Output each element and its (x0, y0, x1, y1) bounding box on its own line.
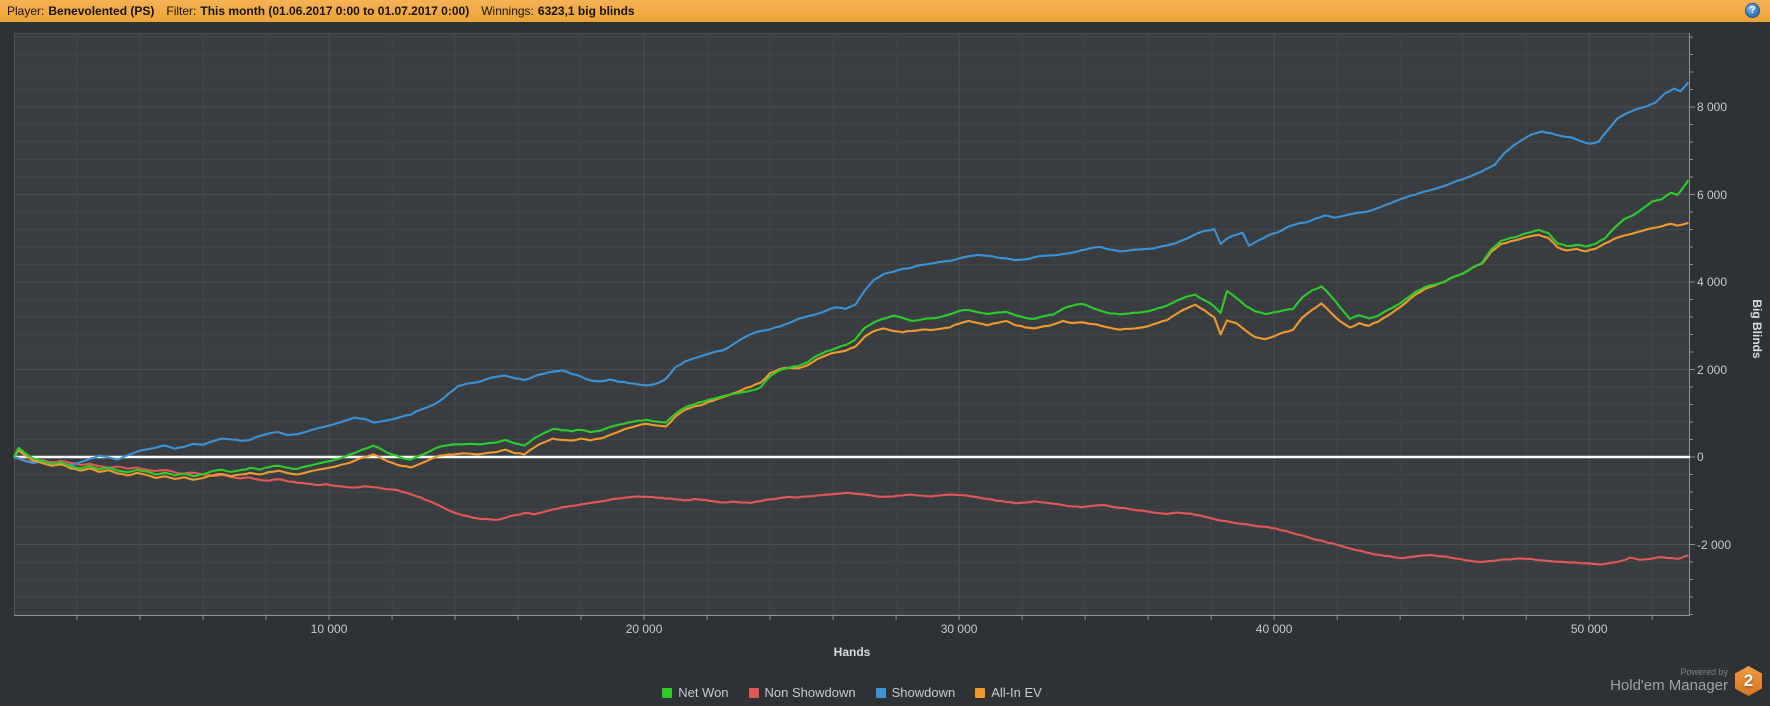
series-non-showdown (13, 455, 1689, 566)
filter-value: This month (01.06.2017 0:00 to 01.07.201… (200, 4, 470, 18)
series-net-won (13, 179, 1690, 478)
hm2-badge-icon: 2 (1735, 666, 1762, 696)
graph-plot-area[interactable] (13, 33, 1695, 620)
y-axis-title: Big Blinds (1750, 299, 1764, 359)
legend-swatch-icon (748, 687, 759, 698)
legend-label: Non Showdown (764, 685, 856, 700)
legend-item-all-in-ev[interactable]: All-In EV (975, 685, 1042, 700)
y-tick-label: 2 000 (1697, 362, 1728, 377)
legend-item-showdown[interactable]: Showdown (875, 685, 956, 700)
x-tick-label: 20 000 (625, 622, 663, 636)
brand-footer: Powered by Hold'em Manager 2 (1610, 666, 1762, 696)
y-tick-label: 4 000 (1697, 275, 1728, 289)
y-tick-label: -2 000 (1697, 537, 1732, 552)
help-icon[interactable]: ? (1745, 3, 1760, 18)
legend-swatch-icon (975, 687, 986, 698)
legend-swatch-icon (875, 687, 886, 698)
x-tick-label: 50 000 (1570, 622, 1608, 636)
player-label: Player: (7, 4, 45, 18)
filter-label: Filter: (166, 4, 197, 18)
legend-item-non-showdown[interactable]: Non Showdown (748, 685, 856, 700)
legend-label: Net Won (678, 685, 729, 700)
x-tick-label: 10 000 (310, 622, 348, 636)
y-tick-label: 8 000 (1697, 100, 1728, 114)
legend: Net Won Non Showdown Showdown All-In EV (14, 685, 1690, 700)
winnings-label: Winnings: (481, 4, 534, 18)
player-value: Benevolented (PS) (48, 4, 155, 18)
legend-label: Showdown (891, 685, 956, 700)
legend-swatch-icon (662, 687, 673, 698)
summary-bar: Player: Benevolented (PS) Filter: This mont… (0, 0, 1770, 22)
series-all-in-ev (13, 221, 1689, 481)
series-showdown (13, 81, 1690, 467)
y-tick-label: 6 000 (1697, 187, 1728, 202)
legend-label: All-In EV (991, 685, 1042, 700)
y-tick-label: 0 (1697, 450, 1704, 464)
x-axis-title: Hands (833, 645, 871, 659)
x-tick-label: 30 000 (940, 622, 978, 636)
winnings-value: 6323,1 big blinds (537, 4, 635, 18)
powered-by-label: Powered by (1680, 666, 1728, 677)
x-tick-label: 40 000 (1255, 622, 1293, 636)
graph-svg (13, 33, 1695, 620)
brand-name: Hold'em Manager (1610, 676, 1728, 694)
legend-item-net-won[interactable]: Net Won (662, 685, 729, 700)
